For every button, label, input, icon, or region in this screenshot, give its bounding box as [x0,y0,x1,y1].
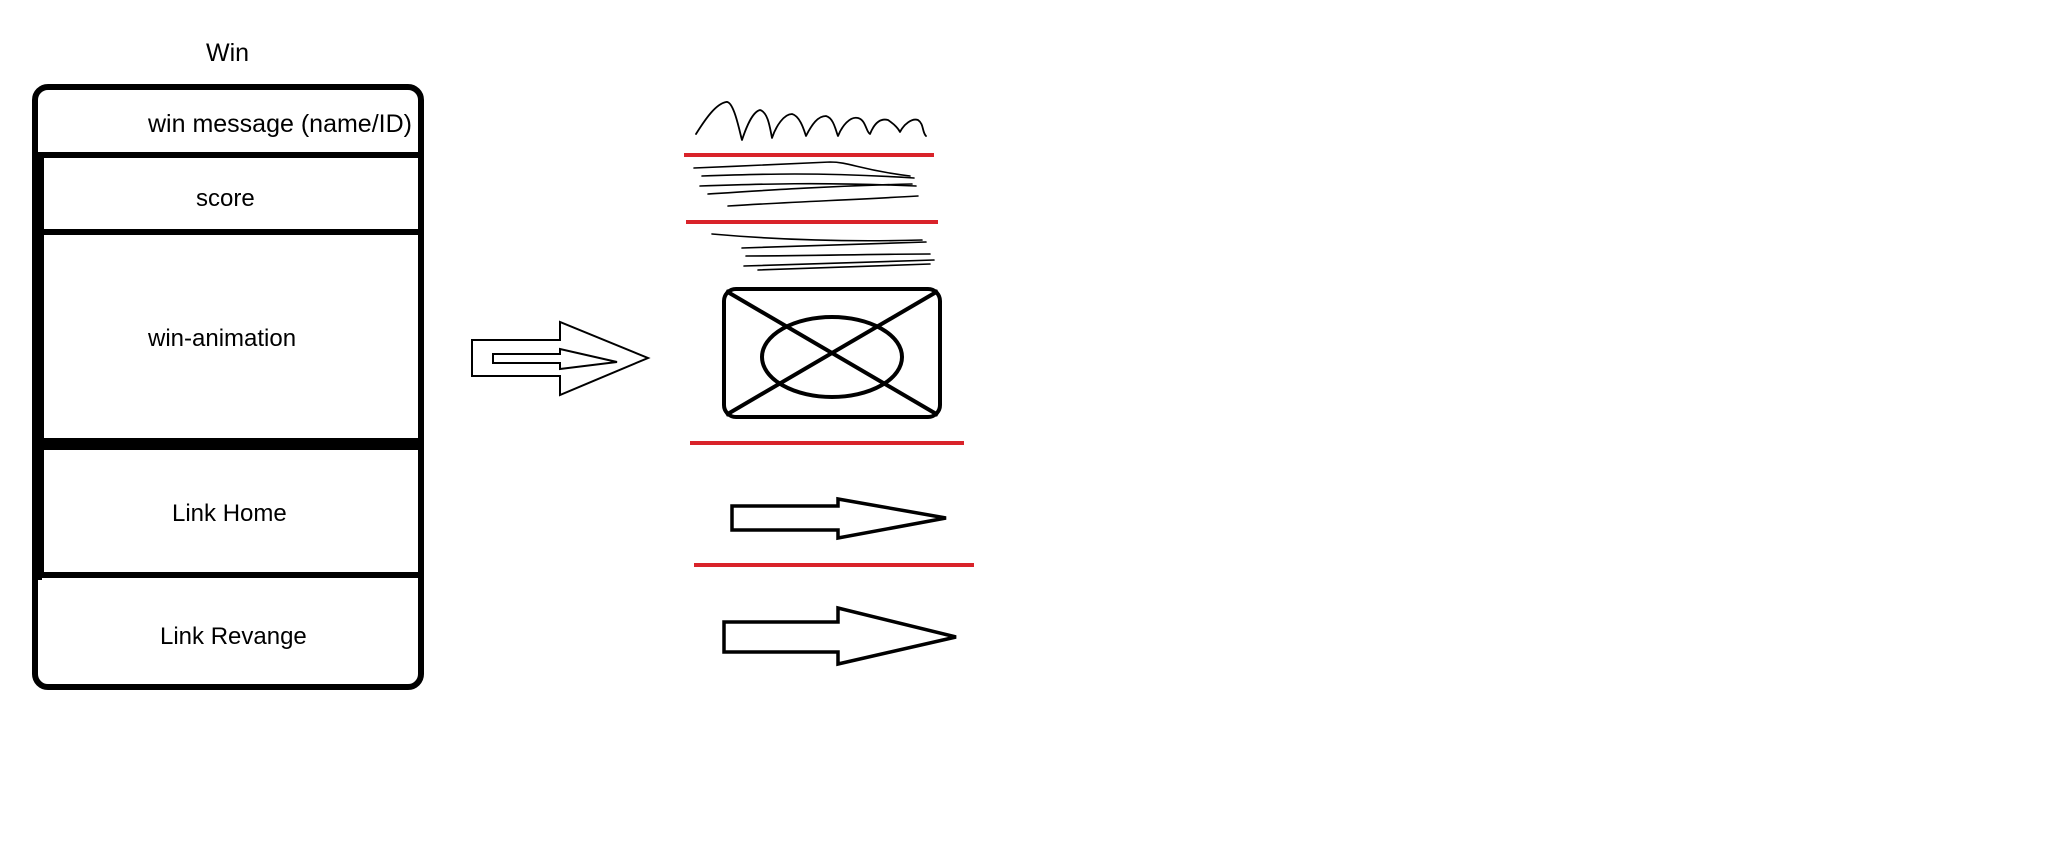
section-divider [36,229,424,235]
section-divider [36,438,424,444]
wireframe-rail-left-lower [36,440,42,580]
transition-arrow-icon [471,320,651,397]
scribble-score [693,161,919,207]
wireframe-rail-left [38,155,44,575]
image-placeholder-icon [722,287,942,419]
section-label-link-home: Link Home [172,500,287,527]
section-label-score: score [196,185,255,212]
diagram-title: Win [205,39,250,67]
section-label-link-revange: Link Revange [160,623,307,650]
link-revange-arrow-icon [722,605,957,667]
scribble-heading [695,101,927,141]
wireframe-rail-right [418,155,424,575]
section-divider [36,444,424,450]
link-home-arrow-icon [730,496,947,541]
section-label-win-animation: win-animation [148,325,297,352]
section-divider [36,572,424,578]
scribble-caption [711,233,935,271]
section-divider [36,152,424,158]
section-label-win-message: win message (name/ID) [148,110,412,138]
